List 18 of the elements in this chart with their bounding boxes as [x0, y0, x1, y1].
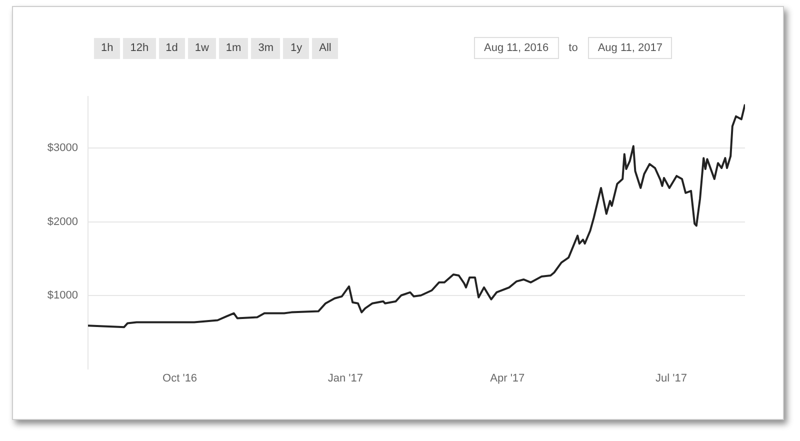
text: Aug 11, 2017 — [588, 37, 672, 59]
y-tick-label: $3000 — [47, 142, 78, 154]
text: 1m — [218, 38, 248, 59]
x-tick-label: Apr '17 — [490, 372, 525, 385]
y-tick-label: $1000 — [47, 289, 78, 302]
x-tick-label: Jul '17 — [655, 372, 687, 385]
text: 1h — [94, 38, 120, 59]
text: All — [312, 38, 338, 59]
y-tick-label: $2000 — [47, 216, 78, 228]
x-tick-label: Oct '16 — [162, 372, 198, 385]
text: 1d — [158, 38, 185, 59]
x-tick-label: Jan '17 — [328, 372, 363, 385]
text: 1y — [283, 38, 310, 59]
text: 3m — [251, 38, 280, 59]
text: to — [568, 42, 578, 54]
text: 12h — [123, 38, 156, 59]
text: 1w — [188, 38, 216, 59]
text: Aug 11, 2016 — [474, 37, 559, 59]
